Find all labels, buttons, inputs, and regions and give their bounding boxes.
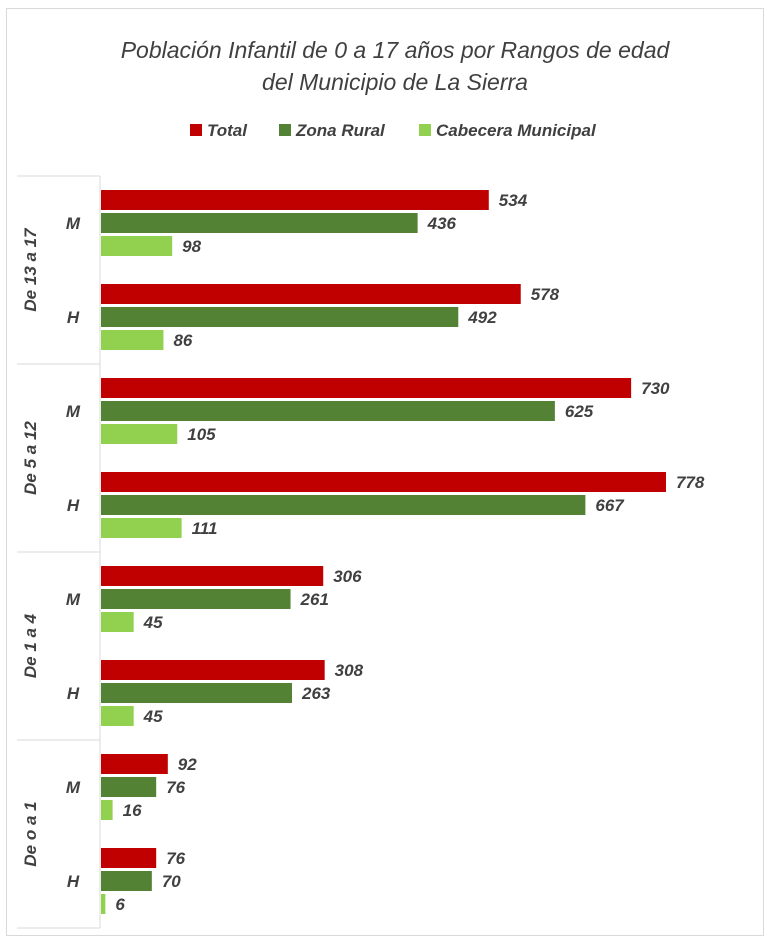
data-label: 16: [123, 801, 142, 820]
category-label: M: [66, 214, 81, 233]
bar-zona-rural: [101, 213, 418, 233]
bar-total: [101, 754, 168, 774]
bar-zona-rural: [101, 495, 586, 515]
bar-zona-rural: [101, 871, 152, 891]
data-label: 105: [187, 425, 216, 444]
bar-zona-rural: [101, 401, 555, 421]
data-label: 778: [676, 473, 705, 492]
bar-zona-rural: [101, 589, 291, 609]
legend-swatch: [190, 124, 202, 136]
legend-swatch: [279, 124, 291, 136]
legend-swatch: [419, 124, 431, 136]
bar-cabecera-municipal: [101, 706, 134, 726]
data-label: 667: [595, 496, 625, 515]
data-label: 263: [301, 684, 331, 703]
bar-cabecera-municipal: [101, 518, 182, 538]
legend: Total Zona Rural Cabecera Municipal: [190, 121, 597, 140]
data-label: 98: [182, 237, 201, 256]
chart-title-line-1: Población Infantil de 0 a 17 años por Ra…: [121, 37, 671, 63]
bar-cabecera-municipal: [101, 894, 106, 914]
bar-total: [101, 660, 325, 680]
data-label: 45: [143, 613, 163, 632]
legend-item-2: Zona Rural: [279, 121, 386, 140]
legend-label: Zona Rural: [295, 121, 386, 140]
bar-total: [101, 472, 666, 492]
data-label: 261: [300, 590, 329, 609]
bar-cabecera-municipal: [101, 612, 134, 632]
category-label: H: [67, 308, 80, 327]
bar-cabecera-municipal: [101, 236, 173, 256]
bar-total: [101, 284, 521, 304]
category-label: H: [67, 872, 80, 891]
chart: Población Infantil de 0 a 17 años por Ra…: [17, 37, 705, 929]
bar-total: [101, 848, 157, 868]
bar-cabecera-municipal: [101, 424, 178, 444]
bar-total: [101, 378, 632, 398]
data-label: 86: [173, 331, 192, 350]
chart-frame: Población Infantil de 0 a 17 años por Ra…: [6, 8, 764, 936]
bar-cabecera-municipal: [101, 800, 113, 820]
data-label: 45: [143, 707, 163, 726]
legend-item-1: Total: [190, 121, 248, 140]
data-label: 492: [467, 308, 497, 327]
category-axis: De 13 a 17 M H De 5 a 12 M H De 1 a 4 M H De o a …: [17, 175, 101, 929]
data-label: 625: [565, 402, 594, 421]
group-label: De 13 a 17: [21, 227, 40, 312]
data-label: 534: [499, 191, 528, 210]
data-label: 308: [335, 661, 364, 680]
data-label: 111: [192, 519, 218, 538]
legend-label: Cabecera Municipal: [436, 121, 597, 140]
category-label: M: [66, 590, 81, 609]
group-label: De 1 a 4: [21, 613, 40, 678]
category-label: H: [67, 496, 80, 515]
bars: [101, 190, 666, 914]
data-label: 92: [178, 755, 197, 774]
category-label: H: [67, 684, 80, 703]
data-label: 76: [166, 778, 185, 797]
group-label: De 5 a 12: [21, 421, 40, 495]
legend-item-3: Cabecera Municipal: [419, 121, 597, 140]
legend-label: Total: [207, 121, 248, 140]
data-label: 6: [115, 895, 125, 914]
category-label: M: [66, 778, 81, 797]
data-label: 578: [531, 285, 560, 304]
chart-title-line-2: del Municipio de La Sierra: [262, 69, 528, 95]
bar-total: [101, 566, 324, 586]
group-label: De o a 1: [21, 801, 40, 866]
bar-zona-rural: [101, 777, 157, 797]
data-labels: 534 436 98 578 492 86 730 625 105 778 667 111 306261…: [115, 191, 705, 914]
data-label: 436: [427, 214, 457, 233]
chart-title: Población Infantil de 0 a 17 años por Ra…: [121, 37, 671, 95]
bar-cabecera-municipal: [101, 330, 164, 350]
bar-zona-rural: [101, 307, 459, 327]
bar-total: [101, 190, 489, 210]
data-label: 70: [162, 872, 181, 891]
data-label: 306: [333, 567, 362, 586]
bar-zona-rural: [101, 683, 292, 703]
data-label: 730: [641, 379, 670, 398]
data-label: 76: [166, 849, 185, 868]
category-label: M: [66, 402, 81, 421]
